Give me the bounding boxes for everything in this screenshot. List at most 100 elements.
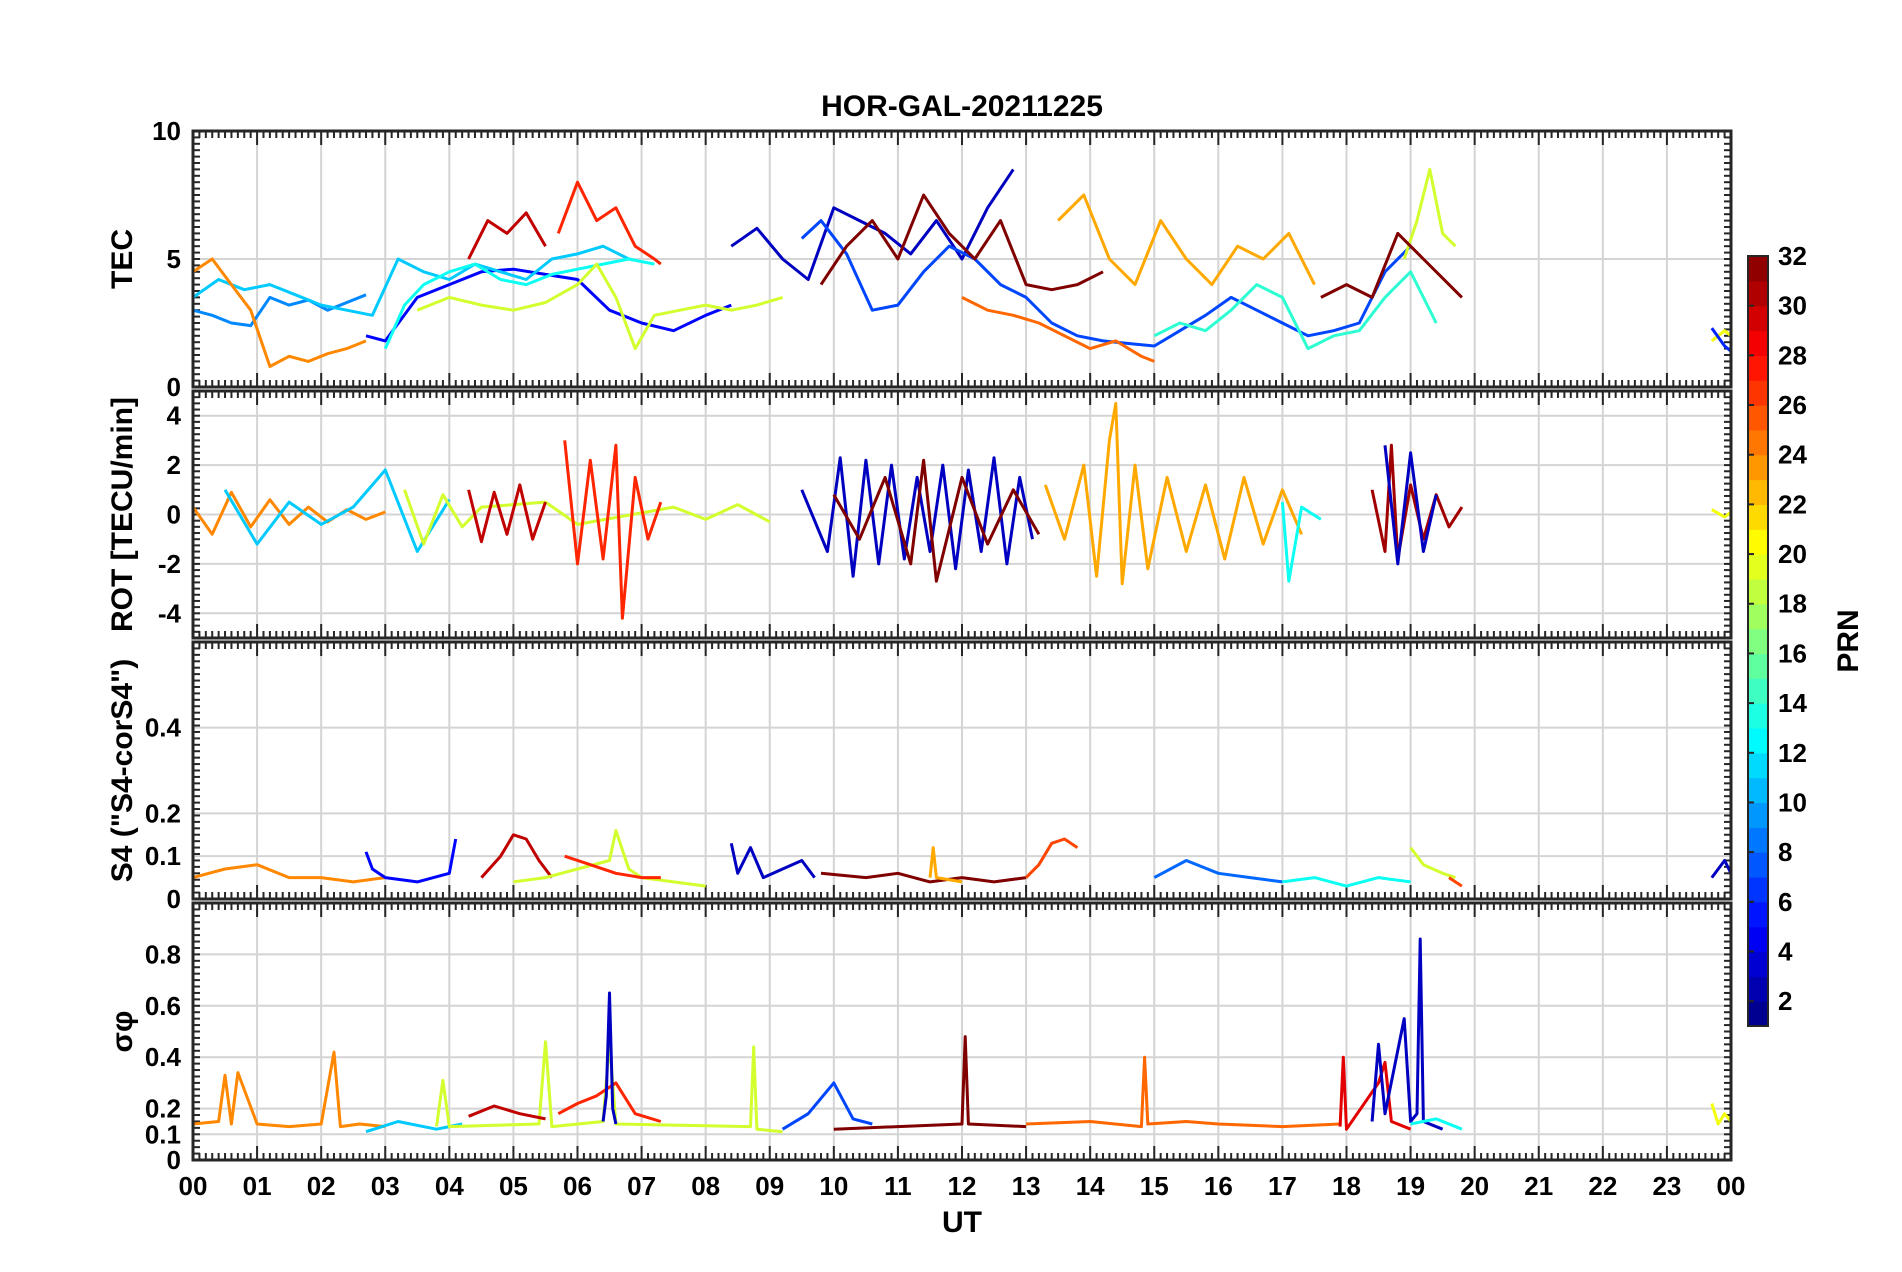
panel-s4: 0 0.1 0.2 0.4S4 ("S4-corS4"): [106, 640, 1733, 914]
colorbar-label: PRN: [1832, 609, 1865, 672]
x-tick-label: 20: [1460, 1171, 1489, 1201]
colorbar-segment: [1748, 951, 1768, 977]
x-tick-label: 00: [179, 1171, 208, 1201]
x-tick-label: 23: [1652, 1171, 1681, 1201]
x-tick-label: 06: [563, 1171, 592, 1201]
x-tick-label: 08: [691, 1171, 720, 1201]
rot-series-prn-27: [563, 440, 663, 620]
tec-series-prn-11: [192, 244, 630, 317]
tec-series-prn-20: [1710, 329, 1732, 343]
s4-series-prn-19: [1409, 846, 1456, 880]
sigma-ytick-label: 0.2: [145, 1094, 181, 1124]
rot-series-prn-3: [1383, 445, 1438, 566]
colorbar-segment: [1748, 876, 1768, 903]
colorbar-segment: [1748, 777, 1768, 804]
x-tick-label: 22: [1588, 1171, 1617, 1201]
x-tick-label: 12: [948, 1171, 977, 1201]
colorbar-segment: [1748, 256, 1768, 282]
tec-series-prn-32: [819, 193, 1104, 292]
x-tick-label: 19: [1396, 1171, 1425, 1201]
tec-series-prn-27: [556, 180, 662, 266]
s4-series-prn-5: [364, 838, 458, 884]
tec-ytick-label: 0: [167, 372, 181, 402]
colorbar-segment: [1748, 802, 1768, 828]
colorbar-tick-label: 20: [1778, 539, 1807, 569]
s4-series-prn-23: [928, 846, 963, 884]
sigma-series-prn-25: [1026, 1055, 1341, 1129]
colorbar-segment: [1748, 454, 1768, 481]
colorbar-segment: [1748, 926, 1768, 953]
colorbar-segment: [1748, 752, 1768, 779]
s4-ytick-label: 0.4: [145, 713, 182, 743]
s4-series-prn-8: [1153, 859, 1283, 884]
x-tick-label: 15: [1140, 1171, 1169, 1201]
tec-series-prn-24: [192, 257, 367, 368]
x-tick-label: 03: [371, 1171, 400, 1201]
tec-series-prn-23: [1057, 193, 1316, 287]
sigma-ytick-label: 0.1: [145, 1119, 181, 1149]
colorbar-tick-label: 22: [1778, 489, 1807, 519]
sigma-frame: [191, 901, 1733, 1162]
rot-series-prn-11: [223, 468, 451, 553]
s4-series-prn-32: [820, 871, 1027, 884]
rot-series-prn-13: [1280, 501, 1322, 583]
colorbar-tick-label: 28: [1778, 340, 1807, 370]
colorbar-segment: [1748, 330, 1768, 356]
rot-series-prn-30: [467, 483, 547, 544]
colorbar-tick-label: 2: [1778, 986, 1792, 1016]
x-tick-label: 14: [1076, 1171, 1105, 1201]
s4-series-prn-26: [1448, 876, 1463, 888]
s4-ytick-label: 0.2: [145, 798, 181, 828]
tec-y-axis-label: TEC: [106, 229, 139, 289]
tec-ytick-label: 10: [152, 116, 181, 146]
s4-series-prn-30: [480, 833, 554, 879]
colorbar-segment: [1748, 429, 1768, 456]
colorbar-segment: [1748, 504, 1768, 530]
s4-series-prn-13: [1282, 876, 1411, 888]
rot-series-prn-23: [1043, 401, 1303, 586]
rot-frame: [191, 389, 1733, 640]
colorbar-segment: [1748, 280, 1768, 307]
colorbar-segment: [1748, 554, 1768, 580]
sigma-series-prn-29: [1338, 1055, 1412, 1131]
chart-title: HOR-GAL-20211225: [821, 90, 1103, 123]
tec-series-prn-9: [192, 293, 367, 328]
colorbar-segment: [1748, 703, 1768, 729]
colorbar-tick-label: 10: [1778, 787, 1807, 817]
s4-frame: [191, 640, 1733, 901]
colorbar-segment: [1748, 305, 1768, 332]
sigma-series-prn-3: [1370, 937, 1444, 1131]
s4-series-prn-3: [729, 842, 816, 880]
colorbar-segment: [1748, 405, 1768, 431]
x-tick-label: 09: [755, 1171, 784, 1201]
colorbar-tick-label: 16: [1778, 638, 1807, 668]
rot-y-axis-label: ROT [TECU/min]: [106, 397, 139, 632]
tec-ytick-label: 5: [167, 244, 181, 274]
colorbar-tick-label: 32: [1778, 241, 1807, 271]
x-tick-label: 07: [627, 1171, 656, 1201]
colorbar-frame: [1747, 255, 1769, 1027]
tec-frame: [191, 129, 1733, 389]
x-tick-label: 16: [1204, 1171, 1233, 1201]
s4-ytick-label: 0.1: [145, 841, 181, 871]
panel-sigma: 00.10.2 0.4 0.6 0.8 σφ: [106, 901, 1733, 1175]
s4-series-prn-27: [564, 854, 661, 880]
tec-series-prn-5: [365, 267, 732, 343]
tec-series-prn-6: [1710, 327, 1732, 353]
sigma-ytick-label: 0.6: [145, 991, 181, 1021]
colorbar-tick-label: 12: [1778, 738, 1807, 768]
rot-ytick-label: 0: [167, 500, 181, 530]
rot-series-prn-32: [832, 458, 1041, 583]
rot-ytick-label: 2: [167, 450, 181, 480]
colorbar-segment: [1748, 653, 1768, 679]
s4-series-prn-3: [1710, 859, 1733, 879]
colorbar-segment: [1748, 355, 1768, 381]
rot-ytick-label: -4: [158, 598, 182, 628]
rot-ytick-label: -2: [158, 549, 181, 579]
colorbar-tick-label: 18: [1778, 589, 1807, 619]
tec-series-prn-25: [961, 296, 1155, 363]
x-tick-label: 04: [435, 1171, 464, 1201]
